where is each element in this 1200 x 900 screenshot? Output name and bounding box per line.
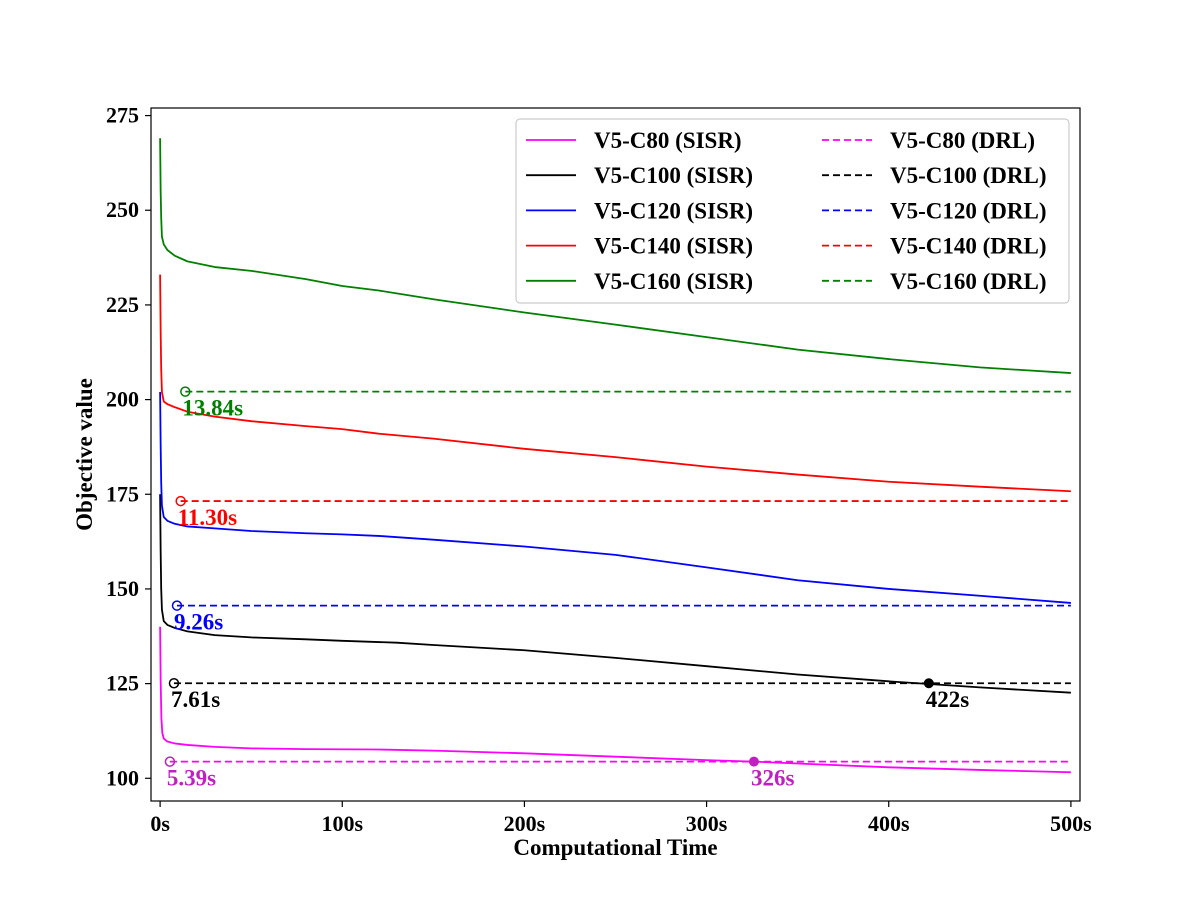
crossing-marker bbox=[923, 678, 934, 689]
y-tick-label: 125 bbox=[106, 671, 139, 696]
legend-label: V5-C140 (DRL) bbox=[890, 234, 1047, 259]
series-line-v5-c120-sisr bbox=[159, 392, 1071, 604]
x-tick-label: 400s bbox=[868, 811, 910, 836]
legend-label: V5-C100 (DRL) bbox=[890, 163, 1047, 188]
start-marker bbox=[180, 386, 191, 397]
series-line-v5-c160-sisr bbox=[159, 138, 1071, 374]
y-tick-label: 200 bbox=[106, 387, 139, 412]
x-tick-label: 200s bbox=[504, 811, 546, 836]
legend-box bbox=[515, 118, 1070, 304]
annotation-label: 9.26s bbox=[174, 610, 223, 635]
legend-label: V5-C120 (DRL) bbox=[890, 198, 1047, 223]
plot-frame bbox=[150, 107, 1081, 802]
annotation-label: 13.84s bbox=[182, 396, 243, 421]
y-tick-label: 100 bbox=[106, 765, 139, 790]
crossing-marker bbox=[748, 756, 759, 767]
y-axis: 100 125 150 175 200 225 250 275 bbox=[106, 103, 151, 790]
x-tick-label: 0s bbox=[150, 811, 170, 836]
start-marker bbox=[164, 756, 176, 767]
legend-label: V5-C160 (DRL) bbox=[890, 269, 1047, 294]
x-tick-label: 300s bbox=[686, 811, 728, 836]
legend-label: V5-C80 (SISR) bbox=[594, 128, 742, 153]
y-tick-label: 175 bbox=[106, 481, 139, 506]
y-tick-label: 275 bbox=[106, 103, 139, 128]
series-line-v5-c80-sisr bbox=[159, 626, 1071, 774]
legend-label: V5-C80 (DRL) bbox=[890, 128, 1035, 153]
y-tick-label: 150 bbox=[106, 576, 139, 601]
y-axis-label: Objective value bbox=[72, 378, 97, 531]
legend-label: V5-C140 (SISR) bbox=[594, 234, 753, 259]
annotation-label: 422s bbox=[926, 687, 970, 712]
series-line-v5-c140-sisr bbox=[159, 274, 1071, 493]
start-marker bbox=[175, 495, 186, 507]
annotation-label: 11.30s bbox=[178, 505, 237, 530]
annotations: 5.39s 7.61s 9.26s 11.30s 13.84s 326s 422s bbox=[164, 386, 970, 791]
annotation-label: 5.39s bbox=[167, 766, 216, 791]
plot-area bbox=[159, 138, 1071, 774]
y-tick-label: 225 bbox=[106, 292, 139, 317]
x-axis-label: Computational Time bbox=[513, 835, 717, 860]
start-marker bbox=[168, 677, 180, 689]
legend-label: V5-C160 (SISR) bbox=[594, 269, 753, 294]
start-marker bbox=[171, 600, 183, 611]
legend: V5-C80 (SISR) V5-C100 (SISR) V5-C120 (SISR… bbox=[515, 118, 1070, 304]
annotation-label: 326s bbox=[751, 766, 795, 791]
x-tick-label: 100s bbox=[321, 811, 363, 836]
legend-label: V5-C120 (SISR) bbox=[594, 198, 753, 223]
y-tick-label: 250 bbox=[106, 197, 139, 222]
x-axis: 0s 100s 200s 300s 400s 500s bbox=[150, 801, 1092, 836]
series-line-v5-c100-sisr bbox=[159, 494, 1071, 694]
legend-label: V5-C100 (SISR) bbox=[594, 163, 753, 188]
annotation-label: 7.61s bbox=[171, 687, 220, 712]
x-tick-label: 500s bbox=[1050, 811, 1092, 836]
